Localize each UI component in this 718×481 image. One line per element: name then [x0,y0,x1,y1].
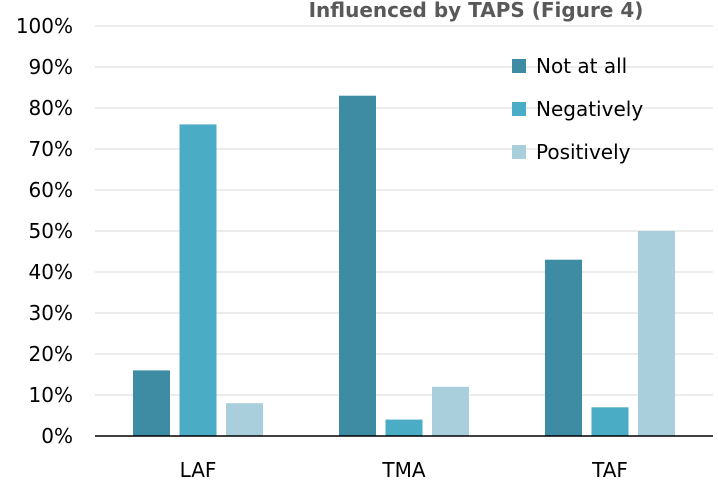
bar-negatively-laf [179,124,217,437]
bar-positively-laf [226,403,263,436]
legend: Not at all Negatively Positively [512,54,643,164]
legend-label: Negatively [536,97,643,121]
y-tick-label: 40% [29,260,73,284]
y-tick-label: 0% [41,424,73,448]
y-tick-label: 60% [29,178,73,202]
chart-title: Influenced by TAPS (Figure 4) [309,0,644,22]
bar-positively-taf [638,231,675,436]
bar-not-at-all-taf [545,259,582,436]
bar-negatively-taf [591,407,629,436]
legend-swatch [512,145,526,159]
legend-swatch [512,102,526,116]
y-tick-label: 70% [29,137,73,161]
x-axis-category-labels: LAF TMA TAF [180,458,628,481]
chart-title-layer: Influenced by TAPS (Figure 4) [309,0,644,22]
bars [133,95,675,437]
x-category-label: TMA [381,458,425,481]
legend-swatch [512,59,526,73]
y-tick-label: 30% [29,301,73,325]
legend-label: Not at all [536,54,627,78]
y-axis-tick-labels: 0% 10% 20% 30% 40% 50% 60% 70% 80% 90% 100% [16,14,73,448]
y-tick-label: 80% [29,96,73,120]
y-tick-label: 20% [29,342,73,366]
y-tick-label: 50% [29,219,73,243]
y-tick-label: 100% [16,14,73,38]
y-tick-label: 90% [29,55,73,79]
bar-negatively-tma [385,419,423,436]
bar-positively-tma [432,386,469,436]
bar-not-at-all-tma [339,95,376,436]
legend-label: Positively [536,140,631,164]
y-tick-label: 10% [29,383,73,407]
x-category-label: LAF [180,458,217,481]
bar-not-at-all-laf [133,370,170,436]
x-category-label: TAF [591,458,628,481]
